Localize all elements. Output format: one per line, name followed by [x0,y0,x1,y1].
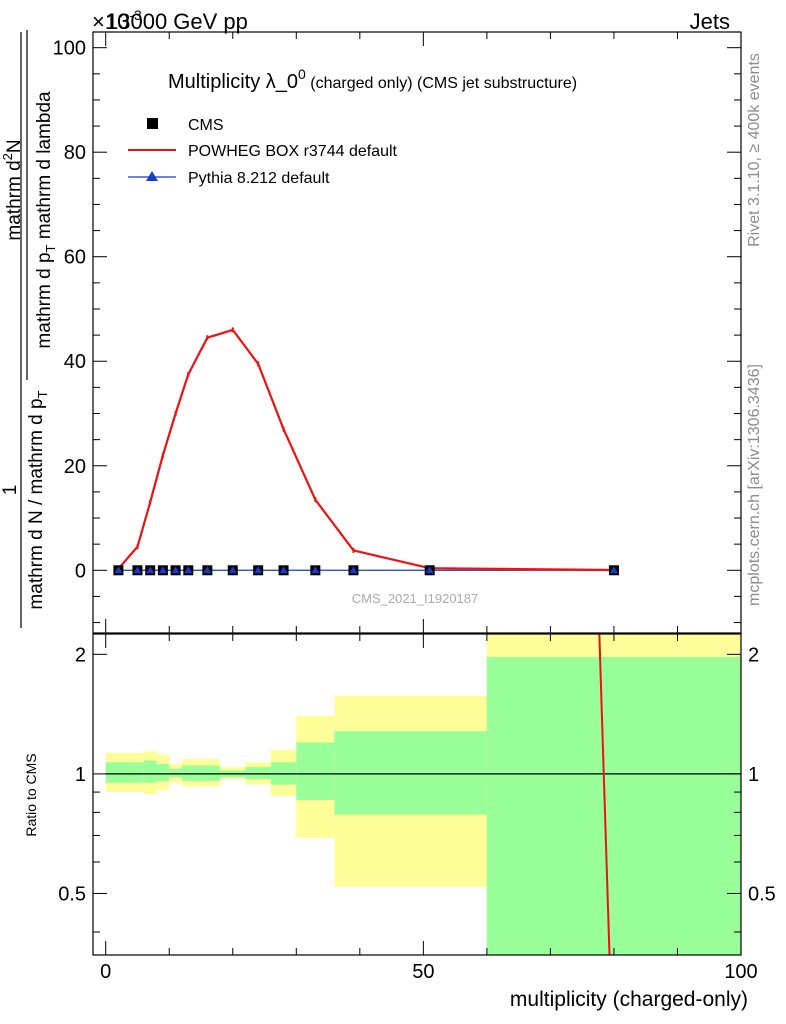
legend: CMS POWHEG BOX r3744 default Pythia 8.21… [128,117,398,187]
main-y-tick-label: 100 [53,38,86,60]
process-label: Jets [690,9,730,34]
ratio-green-band [194,765,221,781]
ratio-green-band [334,731,487,815]
ratio-x-tick-label: 100 [724,961,757,983]
main-y-tick-label: 80 [64,142,86,164]
main-panel-frame [92,31,742,634]
ratio-y-tick-label-right: 1 [748,764,759,786]
main-y-tick-label: 0 [75,560,86,582]
ratio-panel-frame [92,633,742,956]
legend-powheg-label: POWHEG BOX r3744 default [188,143,398,160]
analysis-watermark: CMS_2021_I1920187 [352,591,479,606]
main-y-tick-label: 40 [64,351,86,373]
rivet-label: Rivet 3.1.10, ≥ 400k events [746,53,763,247]
ratio-axis-ticks [93,634,742,955]
main-axis-ticks [93,32,742,633]
main-y-tick-label: 60 [64,247,86,269]
main-data-layer [113,327,619,576]
main-title: Multiplicity λ_00 (charged only) (CMS je… [168,66,577,93]
beam-label: 13000 GeV pp [106,9,248,34]
pythia-point [171,566,180,574]
pythia-point [228,566,237,574]
mcplots-label: mcplots.cern.ch [arXiv:1306.3436] [746,364,763,606]
ratio-green-band [169,768,182,778]
ratio-uncertainty-bands [105,634,741,955]
legend-cms-marker [147,118,158,129]
ratio-green-band [245,767,271,780]
pythia-point [609,566,618,574]
pythia-point [279,566,288,574]
pythia-point [203,566,212,574]
ratio-x-tick-label: 0 [100,961,111,983]
ratio-powheg-line [598,633,611,956]
ratio-y-tick-label: 2 [75,644,86,666]
ratio-green-band [143,760,157,783]
legend-pythia-marker [146,171,158,181]
ratio-x-tick-label: 50 [412,961,434,983]
ratio-y-tick-labels: 0.5 0.5 1 1 2 2 [58,644,776,905]
ratio-green-band [131,762,144,783]
pythia-point [311,566,320,574]
ratio-xlabel: multiplicity (charged-only) [510,988,748,1011]
pythia-point [425,566,434,574]
ratio-green-band [156,763,170,781]
pythia-point [184,566,193,574]
exponent-label: ×10-3 [92,7,142,34]
main-ylabel: 1 mathrm d N / mathrm d pT mathrm d2N ma… [0,30,58,628]
ratio-green-band [105,762,132,783]
legend-cms-label: CMS [188,117,224,134]
ratio-y-tick-label-right: 0.5 [748,883,776,905]
ratio-y-tick-label-right: 2 [748,644,759,666]
pythia-point [158,566,167,574]
ratio-ylabel: Ratio to CMS [23,753,39,836]
ratio-green-band [486,656,741,955]
main-y-tick-label: 20 [64,456,86,478]
ylabel-denominator: mathrm d N / mathrm d pT [26,390,50,609]
powheg-series-line [117,328,614,572]
ylabel-inner-denominator: mathrm d pT mathrm d lambda [34,91,58,349]
ratio-y-tick-label: 0.5 [58,883,86,905]
ratio-y-tick-label: 1 [75,764,86,786]
pythia-point [349,566,358,574]
pythia-point [114,566,123,574]
ratio-x-tick-labels: 0 50 100 [100,961,758,983]
ylabel-numerator: 1 [0,485,21,496]
pythia-point [133,566,142,574]
pythia-point [146,566,155,574]
pythia-point [254,566,263,574]
ylabel-inner-numerator: mathrm d2N [0,139,25,240]
ratio-green-band [296,742,335,800]
main-y-tick-labels: 0 20 40 60 80 100 [53,38,86,583]
legend-pythia-label: Pythia 8.212 default [188,170,330,187]
ratio-green-band [181,765,195,781]
ratio-series-lines [105,633,741,956]
